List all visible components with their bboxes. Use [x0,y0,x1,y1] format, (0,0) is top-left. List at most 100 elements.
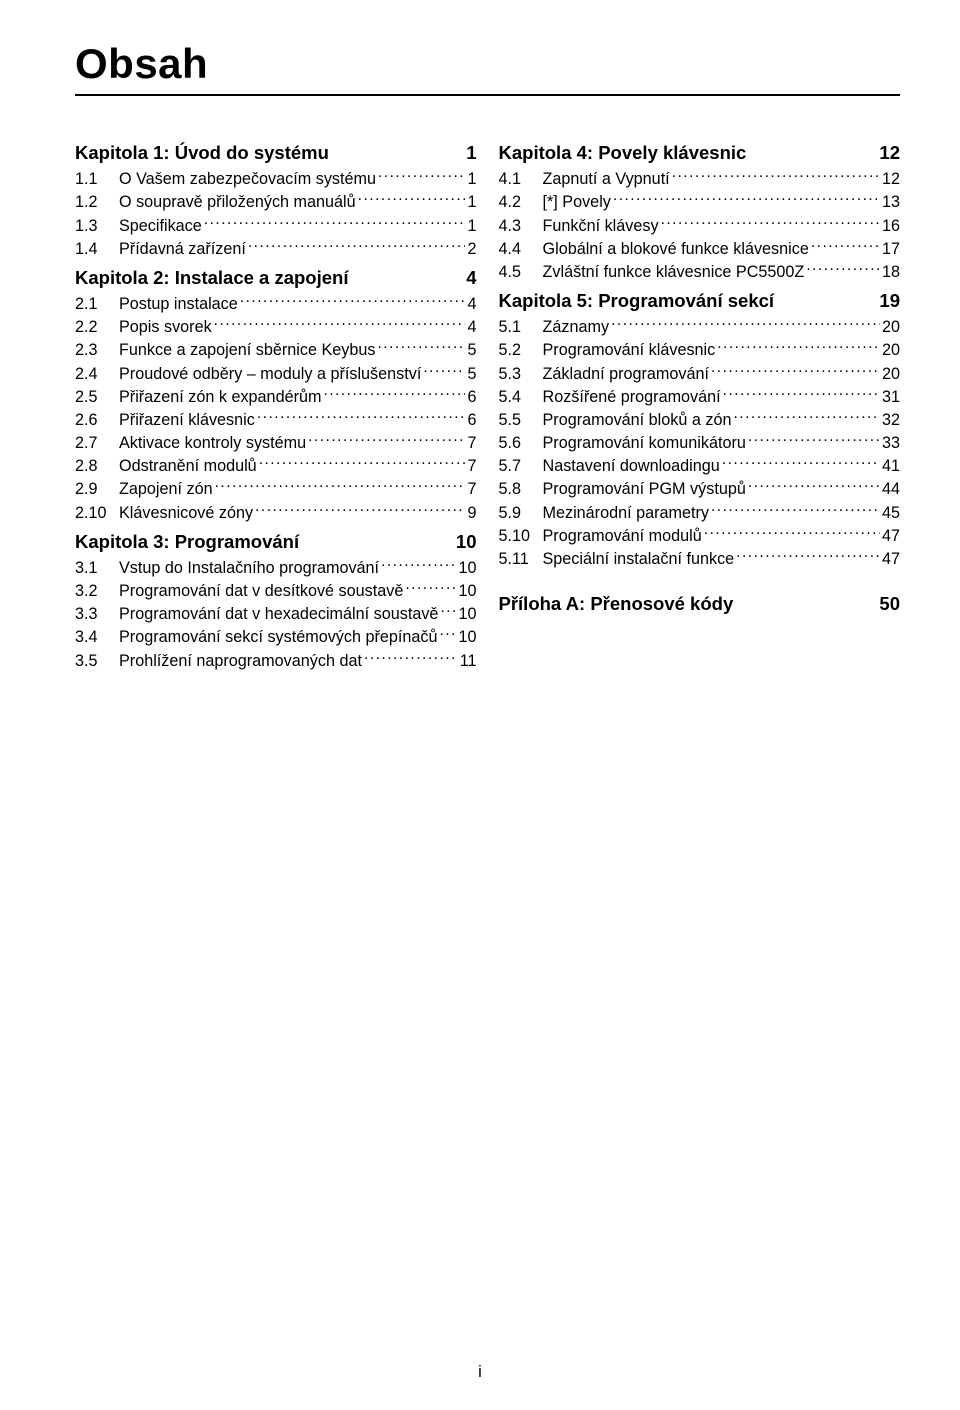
toc-num: 5.7 [499,455,543,478]
toc-page: 31 [882,386,900,409]
toc-label: Přiřazení zón k expandérům [119,386,321,409]
toc-num: 2.5 [75,386,119,409]
toc-label: O soupravě přiložených manuálů [119,191,356,214]
toc-page: 47 [882,548,900,571]
toc-label: Záznamy [543,316,610,339]
toc-num: 2.6 [75,409,119,432]
chapter-page: 10 [456,531,477,553]
toc-page: 1 [467,191,476,214]
chapter-heading: Kapitola 3: Programování10 [75,531,477,553]
toc-num: 3.5 [75,650,119,673]
toc-columns: Kapitola 1: Úvod do systému11.1O Vašem z… [75,136,900,673]
chapter-heading: Kapitola 5: Programování sekcí19 [499,290,901,312]
dot-leader [733,409,880,425]
toc-num: 5.5 [499,409,543,432]
dot-leader [240,293,466,309]
toc-row: 5.2Programování klávesnic 20 [499,339,901,362]
toc-label: Mezinárodní parametry [543,502,709,525]
dot-leader [723,386,880,402]
dot-leader [323,386,465,402]
toc-row: 1.1O Vašem zabezpečovacím systému1 [75,168,477,191]
toc-page: 33 [882,432,900,455]
toc-row: 3.2Programování dat v desítkové soustavě… [75,580,477,603]
dot-leader [204,214,466,230]
toc-num: 2.10 [75,502,119,525]
toc-num: 1.1 [75,168,119,191]
dot-leader [257,409,466,425]
toc-label: Programování komunikátoru [543,432,746,455]
toc-label: Aktivace kontroly systému [119,432,306,455]
toc-num: 5.11 [499,548,543,571]
toc-label: Programování sekcí systémových přepínačů [119,626,438,649]
toc-page: 10 [458,626,476,649]
toc-label: Programování dat v hexadecimální soustav… [119,603,438,626]
chapter-heading: Kapitola 1: Úvod do systému 1 [75,142,477,164]
dot-leader [377,339,465,355]
toc-row: 3.4Programování sekcí systémových přepín… [75,626,477,649]
toc-label: Programování bloků a zón [543,409,732,432]
toc-page: 20 [882,339,900,362]
toc-num: 4.5 [499,261,543,284]
toc-row: 3.5Prohlížení naprogramovaných dat11 [75,649,477,672]
toc-page: 6 [467,386,476,409]
toc-row: 1.2O soupravě přiložených manuálů1 [75,191,477,214]
toc-num: 3.1 [75,557,119,580]
toc-page: 41 [882,455,900,478]
toc-page: 17 [882,238,900,261]
toc-row: 5.4Rozšířené programování31 [499,386,901,409]
chapter-label: Kapitola 1: Úvod do systému [75,142,456,164]
toc-label: Funkční klávesy [543,215,659,238]
toc-row: 3.3Programování dat v hexadecimální sous… [75,603,477,626]
title-rule [75,94,900,96]
toc-num: 4.3 [499,215,543,238]
toc-num: 5.6 [499,432,543,455]
toc-label: Zvláštní funkce klávesnice PC5500Z [543,261,805,284]
toc-label: Programování klávesnic [543,339,716,362]
chapter-heading: Kapitola 4: Povely klávesnic12 [499,142,901,164]
toc-label: Zapojení zón [119,478,213,501]
toc-page: 16 [882,215,900,238]
dot-leader [672,168,880,184]
dot-leader [358,191,466,207]
dot-leader [440,626,457,642]
toc-num: 3.4 [75,626,119,649]
toc-page: 4 [467,316,476,339]
toc-label: Speciální instalační funkce [543,548,735,571]
toc-num: 5.2 [499,339,543,362]
toc-num: 2.2 [75,316,119,339]
toc-page: 11 [460,650,477,673]
toc-page: 1 [467,215,476,238]
toc-label: Proudové odběry – moduly a příslušenství [119,363,421,386]
toc-row: 2.1Postup instalace4 [75,293,477,316]
dot-leader [704,525,880,541]
toc-label: Vstup do Instalačního programování [119,557,379,580]
chapter-label: Kapitola 2: Instalace a zapojení [75,267,456,289]
toc-left-column: Kapitola 1: Úvod do systému11.1O Vašem z… [75,136,477,673]
dot-leader [364,649,458,665]
appendix-heading: Příloha A: Přenosové kódy50 [499,593,901,615]
toc-num: 2.9 [75,478,119,501]
toc-label: Programování dat v desítkové soustavě [119,580,403,603]
toc-page: 44 [882,478,900,501]
dot-leader [717,339,880,355]
toc-row: 2.5Přiřazení zón k expandérům 6 [75,386,477,409]
toc-label: Globální a blokové funkce klávesnice [543,238,809,261]
dot-leader [748,432,880,448]
toc-page: 7 [467,455,476,478]
toc-label: Funkce a zapojení sběrnice Keybus [119,339,375,362]
toc-page: 47 [882,525,900,548]
toc-page: Obsah Kapitola 1: Úvod do systému11.1O V… [0,0,960,1410]
dot-leader [613,191,880,207]
dot-leader [405,580,456,596]
page-footer: i [0,1363,960,1382]
toc-page: 6 [467,409,476,432]
toc-row: 2.7Aktivace kontroly systému7 [75,432,477,455]
toc-label: Nastavení downloadingu [543,455,720,478]
toc-label: Programování PGM výstupů [543,478,746,501]
toc-page: 1 [467,168,476,191]
dot-leader [440,603,456,619]
chapter-page: 1 [466,142,476,164]
toc-num: 4.4 [499,238,543,261]
toc-num: 4.1 [499,168,543,191]
toc-num: 5.8 [499,478,543,501]
